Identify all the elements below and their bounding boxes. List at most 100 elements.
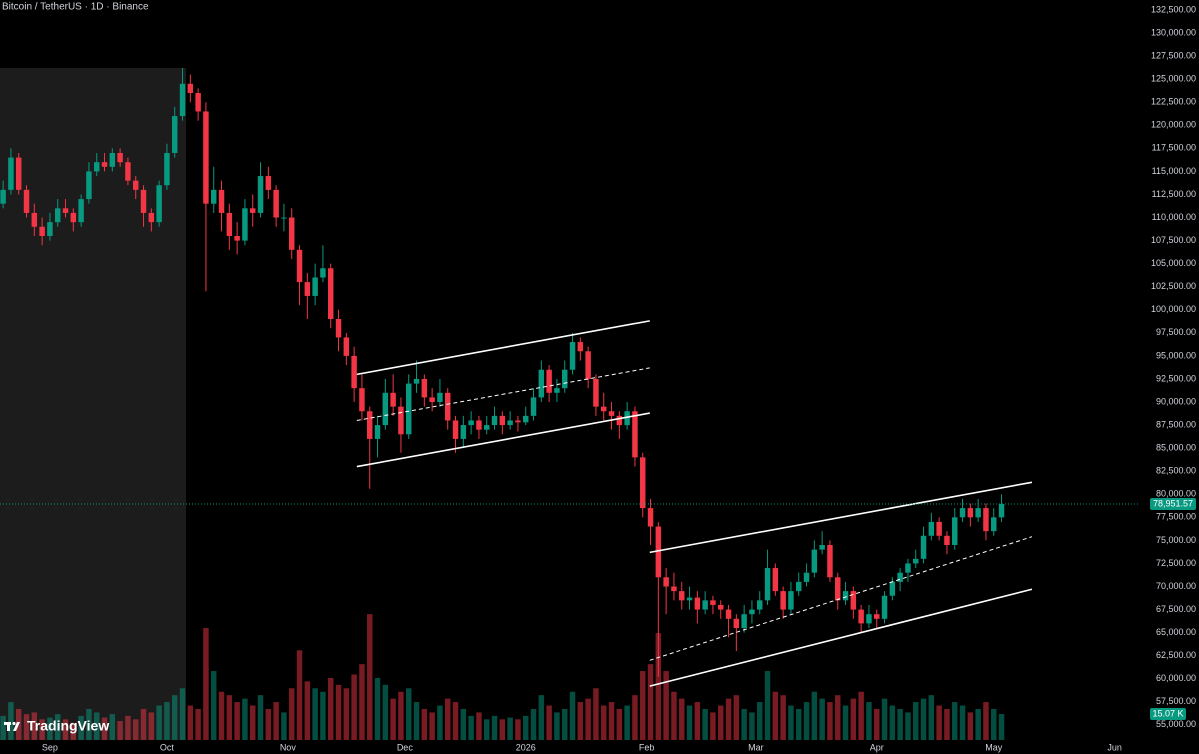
volume-bar bbox=[452, 702, 459, 740]
candle-body bbox=[117, 152, 123, 163]
candle-body bbox=[983, 508, 989, 532]
volume-bar bbox=[398, 691, 404, 740]
volume-bar bbox=[640, 671, 646, 740]
volume-bar bbox=[803, 702, 810, 740]
candle-body bbox=[905, 563, 911, 573]
candle-body bbox=[351, 355, 357, 389]
volume-bar bbox=[523, 715, 529, 740]
y-tick-label: 67,500.00 bbox=[1156, 604, 1196, 614]
candle-body bbox=[663, 577, 669, 587]
candle-body bbox=[382, 392, 389, 426]
candle-body bbox=[881, 595, 888, 619]
volume-bar bbox=[156, 705, 162, 740]
x-tick-label: Nov bbox=[280, 742, 297, 752]
candle-body bbox=[694, 597, 701, 610]
volume-bar bbox=[54, 714, 61, 740]
candle-body bbox=[437, 392, 443, 403]
volume-bar bbox=[304, 681, 311, 740]
candle-body bbox=[577, 342, 584, 352]
volume-bar bbox=[460, 708, 467, 740]
candle-body bbox=[249, 208, 256, 213]
volume-bar bbox=[632, 695, 638, 740]
volume-bar bbox=[842, 705, 849, 740]
plot bbox=[0, 68, 1140, 740]
candle-body bbox=[889, 581, 896, 596]
candle-body bbox=[70, 212, 77, 223]
y-tick-label: 127,500.00 bbox=[1151, 50, 1196, 60]
candle-body bbox=[671, 586, 677, 592]
candle-body bbox=[0, 189, 6, 204]
volume-bar bbox=[601, 705, 607, 740]
candle-body bbox=[304, 282, 311, 296]
candle-body bbox=[772, 568, 779, 592]
volume-bar bbox=[281, 712, 287, 740]
candle-body bbox=[686, 597, 693, 601]
y-tick-label: 112,500.00 bbox=[1152, 189, 1196, 199]
candle-body bbox=[281, 217, 287, 219]
candle-body bbox=[179, 83, 186, 117]
y-tick-label: 75,000.00 bbox=[1156, 535, 1196, 545]
candle-body bbox=[312, 277, 318, 296]
volume-bar bbox=[936, 705, 942, 740]
candle-body bbox=[546, 369, 552, 393]
candle-body bbox=[476, 420, 482, 430]
candle-body bbox=[335, 319, 342, 338]
volume-bar bbox=[647, 664, 654, 740]
candle-body bbox=[998, 503, 1005, 518]
highlight-range bbox=[0, 68, 186, 740]
candle-body bbox=[764, 568, 771, 601]
volume-bar bbox=[764, 671, 771, 740]
volume-bar bbox=[538, 695, 545, 740]
volume-bar bbox=[686, 705, 693, 740]
volume-bar bbox=[897, 708, 903, 740]
trendline bbox=[356, 367, 650, 421]
volume-bar bbox=[132, 719, 139, 740]
y-tick-label: 77,500.00 bbox=[1156, 512, 1196, 522]
candle-body bbox=[62, 208, 69, 213]
volume-bar bbox=[679, 698, 685, 740]
y-tick-label: 62,500.00 bbox=[1156, 650, 1196, 660]
volume-bar bbox=[749, 712, 755, 740]
volume-bar bbox=[218, 691, 225, 740]
y-tick-label: 55,000.00 bbox=[1156, 719, 1196, 729]
y-tick-label: 90,000.00 bbox=[1156, 396, 1196, 406]
volume-bar bbox=[718, 705, 724, 740]
volume-bar bbox=[140, 708, 147, 740]
candle-body bbox=[47, 222, 53, 236]
candle-body bbox=[725, 609, 732, 619]
volume-bar bbox=[343, 688, 350, 740]
trendline bbox=[649, 588, 1033, 687]
volume-bar bbox=[468, 715, 474, 740]
y-tick-label: 57,500.00 bbox=[1156, 696, 1196, 706]
y-tick-label: 115,000.00 bbox=[1152, 166, 1196, 176]
trendline bbox=[356, 320, 650, 376]
volume-bar bbox=[881, 698, 888, 740]
volume-bar bbox=[671, 691, 677, 740]
candle-body bbox=[554, 388, 560, 393]
volume-bar bbox=[187, 705, 194, 740]
volume-label: 15.07 K bbox=[1152, 708, 1183, 718]
candle-body bbox=[164, 152, 170, 186]
candle-body bbox=[327, 268, 334, 320]
volume-bar bbox=[179, 688, 186, 740]
candle-body bbox=[499, 415, 506, 426]
y-tick-label: 102,500.00 bbox=[1151, 281, 1196, 291]
volume-bar bbox=[390, 698, 396, 740]
y-tick-label: 87,500.00 bbox=[1156, 419, 1196, 429]
candle-body bbox=[78, 199, 84, 223]
y-tick-label: 132,500.00 bbox=[1151, 4, 1196, 14]
volume-bar bbox=[491, 715, 498, 740]
volume-bar bbox=[725, 698, 732, 740]
candle-body bbox=[93, 162, 100, 172]
volume-bar bbox=[312, 688, 318, 740]
candle-body bbox=[109, 152, 116, 167]
candle-body bbox=[148, 212, 155, 223]
volume-bar bbox=[437, 705, 443, 740]
candle-body bbox=[226, 212, 233, 236]
volume-bar bbox=[359, 664, 365, 740]
volume-bar bbox=[874, 708, 880, 740]
candle-body bbox=[562, 369, 568, 389]
candle-body bbox=[866, 614, 872, 624]
volume-bar bbox=[913, 702, 919, 740]
volume-bar bbox=[655, 633, 662, 740]
